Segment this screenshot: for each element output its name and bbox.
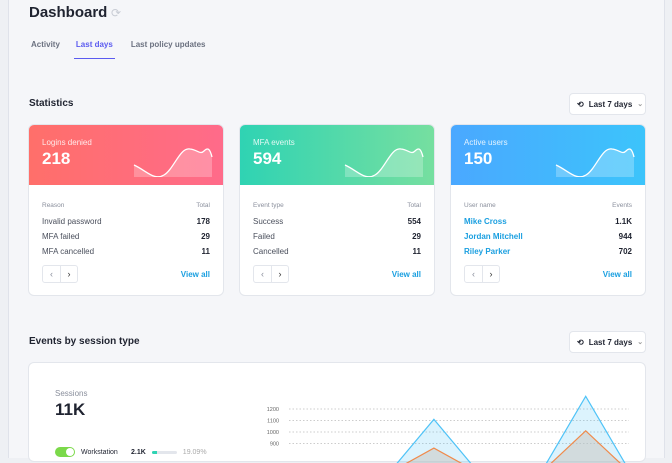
- sessions-value: 11K: [55, 400, 86, 419]
- table-row: Failed 29: [253, 232, 421, 241]
- events-chart: 900 1000 1100 1200: [267, 395, 629, 463]
- y-tick-label: 900: [270, 442, 279, 448]
- tab-bar: Activity Last days Last policy updates: [31, 40, 222, 59]
- view-all-link[interactable]: View all: [391, 269, 421, 279]
- chevron-down-icon: ⌄: [637, 339, 644, 346]
- stat-card: MFA events 594 Event type Total Success 554…: [239, 124, 435, 296]
- table-row: Invalid password 178: [42, 217, 210, 226]
- events-range-select[interactable]: ⟲ Last 7 days ⌄: [569, 331, 646, 353]
- pager: ‹ ›: [464, 265, 500, 283]
- series-peak: [545, 395, 626, 463]
- chevron-left-icon[interactable]: ‹: [472, 269, 475, 279]
- history-icon: ⟲: [577, 99, 584, 109]
- y-tick-label: 1000: [267, 430, 279, 436]
- history-icon: ⟲: [577, 337, 584, 347]
- table-row: MFA failed 29: [42, 232, 210, 241]
- stat-card-header: MFA events 594: [240, 125, 434, 185]
- table-row: Cancelled 11: [253, 247, 421, 256]
- stat-card-header: Logins denied 218: [29, 125, 223, 185]
- stat-card: Logins denied 218 Reason Total Invalid pas…: [28, 124, 224, 296]
- y-tick-label: 1100: [267, 419, 279, 425]
- view-all-link[interactable]: View all: [180, 269, 210, 279]
- refresh-icon[interactable]: ⟳: [111, 6, 122, 20]
- table-row: Riley Parker 702: [464, 247, 632, 256]
- pager: ‹ ›: [253, 265, 289, 283]
- chevron-right-icon[interactable]: ›: [482, 266, 499, 282]
- sparkline: [133, 148, 213, 177]
- stat-card-header: Active users 150: [451, 125, 645, 185]
- table-row: MFA cancelled 11: [42, 247, 210, 256]
- workstation-toggle[interactable]: [55, 447, 75, 457]
- sparkline: [555, 148, 635, 177]
- sessions-label: Sessions: [55, 389, 88, 398]
- tab-activity[interactable]: Activity: [31, 40, 60, 49]
- table-row: Success 554: [253, 217, 421, 226]
- tab-last-policy-updates[interactable]: Last policy updates: [130, 40, 206, 49]
- chevron-left-icon[interactable]: ‹: [50, 269, 53, 279]
- tab-last-days[interactable]: Last days: [73, 40, 115, 59]
- chevron-right-icon[interactable]: ›: [60, 266, 77, 282]
- events-card: Sessions 11K Workstation 2.1K 19.09% 900…: [28, 362, 646, 463]
- view-all-link[interactable]: View all: [602, 269, 632, 279]
- chevron-left-icon[interactable]: ‹: [261, 269, 264, 279]
- page-title: Dashboard: [29, 4, 108, 21]
- pager: ‹ ›: [42, 265, 78, 283]
- sparkline: [344, 148, 424, 177]
- stat-card: Active users 150 User name Events Mike Cro…: [450, 124, 646, 296]
- chevron-down-icon: ⌄: [637, 101, 644, 108]
- workstation-bar: [151, 450, 177, 454]
- statistics-range-select[interactable]: ⟲ Last 7 days ⌄: [569, 93, 646, 115]
- legend-item-workstation: Workstation 2.1K 19.09%: [55, 447, 207, 457]
- y-tick-label: 1200: [267, 407, 279, 413]
- table-row: Jordan Mitchell 944: [464, 232, 632, 241]
- statistics-heading: Statistics: [29, 98, 74, 109]
- events-heading: Events by session type: [29, 336, 140, 347]
- table-row: Mike Cross 1.1K: [464, 217, 632, 226]
- chevron-right-icon[interactable]: ›: [271, 266, 288, 282]
